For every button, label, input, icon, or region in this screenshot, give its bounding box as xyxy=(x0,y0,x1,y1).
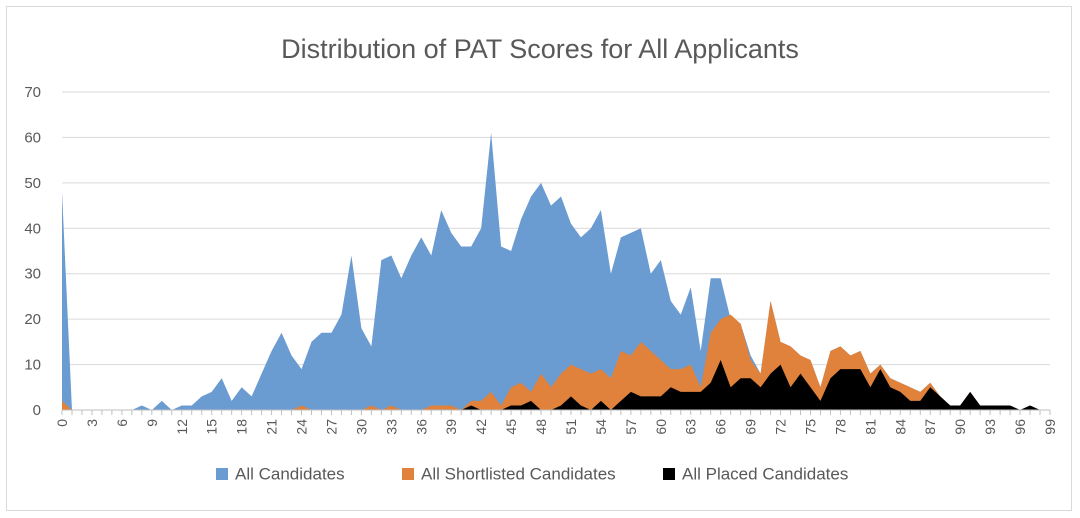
x-tick-label: 9 xyxy=(144,419,160,427)
x-tick-label: 87 xyxy=(922,419,938,435)
x-tick-label: 15 xyxy=(204,419,220,435)
x-tick-label: 75 xyxy=(802,419,818,435)
x-tick-label: 51 xyxy=(563,419,579,435)
y-tick-label: 70 xyxy=(24,84,41,101)
legend-item: All Placed Candidates xyxy=(663,465,848,484)
x-tick-label: 81 xyxy=(862,419,878,435)
legend-item: All Candidates xyxy=(216,465,345,484)
chart-frame: Distribution of PAT Scores for All Appli… xyxy=(6,6,1072,511)
x-tick-label: 36 xyxy=(413,419,429,435)
x-tick-label: 93 xyxy=(982,419,998,435)
y-tick-label: 60 xyxy=(24,129,41,146)
legend: All Candidates All Shortlisted Candidates… xyxy=(216,465,848,484)
legend-label: All Shortlisted Candidates xyxy=(421,465,616,484)
x-tick-label: 18 xyxy=(234,419,250,435)
x-tick-label: 39 xyxy=(443,419,459,435)
series-area-1 xyxy=(62,132,1050,410)
y-tick-label: 50 xyxy=(24,175,41,192)
x-tick-label: 48 xyxy=(533,419,549,435)
x-tick-label: 33 xyxy=(383,419,399,435)
y-tick-label: 40 xyxy=(24,220,41,237)
x-tick-label: 96 xyxy=(1012,419,1028,435)
legend-swatch xyxy=(216,468,228,480)
x-tick-label: 3 xyxy=(84,419,100,427)
x-tick-label: 63 xyxy=(683,419,699,435)
legend-swatch xyxy=(663,468,675,480)
legend-label: All Candidates xyxy=(235,465,345,484)
y-tick-label: 20 xyxy=(24,311,41,328)
x-tick-label: 6 xyxy=(114,419,130,427)
x-tick-label: 0 xyxy=(54,419,70,427)
x-tick-label: 60 xyxy=(653,419,669,435)
x-tick-label: 42 xyxy=(473,419,489,435)
chart-title: Distribution of PAT Scores for All Appli… xyxy=(281,34,799,64)
x-tick-label: 57 xyxy=(623,419,639,435)
x-tick-label: 72 xyxy=(773,419,789,435)
x-tick-label: 84 xyxy=(892,419,908,435)
x-tick-label: 24 xyxy=(294,419,310,435)
legend-label: All Placed Candidates xyxy=(682,465,848,484)
x-tick-label: 78 xyxy=(832,419,848,435)
x-tick-label: 21 xyxy=(264,419,280,435)
x-tick-label: 45 xyxy=(503,419,519,435)
x-tick-label: 27 xyxy=(323,419,339,435)
x-tick-label: 12 xyxy=(174,419,190,435)
x-tick-label: 30 xyxy=(353,419,369,435)
x-tick-label: 90 xyxy=(952,419,968,435)
legend-swatch xyxy=(402,468,414,480)
x-tick-label: 54 xyxy=(593,419,609,435)
area-series xyxy=(62,132,1050,410)
y-tick-label: 30 xyxy=(24,266,41,283)
x-tick-label: 69 xyxy=(743,419,759,435)
y-tick-label: 0 xyxy=(33,402,41,419)
series-area-3 xyxy=(62,360,1050,410)
y-tick-label: 10 xyxy=(24,357,41,374)
x-tick-label: 66 xyxy=(713,419,729,435)
x-tick-label: 99 xyxy=(1042,419,1058,435)
legend-item: All Shortlisted Candidates xyxy=(402,465,616,484)
chart-canvas: Distribution of PAT Scores for All Appli… xyxy=(24,34,1058,484)
